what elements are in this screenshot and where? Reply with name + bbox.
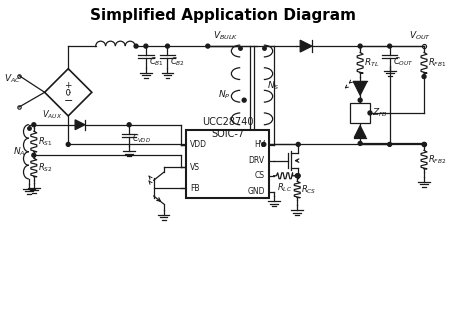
Text: $R_{S2}$: $R_{S2}$ [38,161,53,174]
Circle shape [66,142,70,146]
Text: $C_{B1}$: $C_{B1}$ [149,55,164,68]
Text: $N_S$: $N_S$ [267,79,279,92]
Text: $V_{AUX}$: $V_{AUX}$ [42,108,62,121]
Text: VS: VS [190,163,200,172]
Text: GND: GND [248,187,265,196]
Circle shape [358,44,362,48]
Text: $R_{FB2}$: $R_{FB2}$ [428,153,446,166]
Text: $R_{FB1}$: $R_{FB1}$ [428,56,446,69]
Circle shape [387,142,392,146]
Circle shape [358,141,362,145]
Text: −: − [63,96,73,106]
Text: $V_{AC}$: $V_{AC}$ [4,72,21,85]
Text: SOIC-7: SOIC-7 [211,129,244,139]
Polygon shape [353,81,367,95]
Circle shape [134,44,138,48]
Text: $V_{BULK}$: $V_{BULK}$ [213,30,238,42]
Polygon shape [300,40,312,52]
Circle shape [387,44,392,48]
Text: $N_A$: $N_A$ [14,146,26,158]
Circle shape [206,44,210,48]
Circle shape [368,111,372,115]
Text: FB: FB [190,184,200,193]
Text: $C_{B2}$: $C_{B2}$ [171,55,185,68]
Text: $R_{TL}$: $R_{TL}$ [364,56,379,69]
Text: $C_{VDD}$: $C_{VDD}$ [132,132,151,145]
Polygon shape [75,120,85,130]
Text: HV: HV [254,140,265,149]
Circle shape [144,44,148,48]
Bar [186,130,269,198]
Circle shape [166,44,170,48]
Text: $Z_{FB}$: $Z_{FB}$ [372,107,388,119]
Text: $N_P$: $N_P$ [218,89,230,102]
Circle shape [242,98,246,102]
Circle shape [296,142,300,146]
Text: Simplified Application Diagram: Simplified Application Diagram [90,8,356,23]
Text: $C_{OUT}$: $C_{OUT}$ [392,55,413,68]
Text: $R_{CS}$: $R_{CS}$ [301,183,317,196]
Circle shape [32,123,36,127]
Text: DRV: DRV [249,156,265,165]
Text: $R_{LC}$: $R_{LC}$ [277,182,292,194]
Circle shape [32,153,36,157]
Text: VDD: VDD [190,140,207,149]
Circle shape [422,74,426,78]
Circle shape [296,174,300,178]
Circle shape [358,98,362,102]
Circle shape [262,142,266,146]
Circle shape [127,123,131,127]
Text: CS: CS [255,171,265,180]
Circle shape [295,174,299,178]
Polygon shape [354,126,366,138]
Text: UCC28740: UCC28740 [202,117,253,127]
Text: +: + [64,81,72,90]
Text: $R_{S1}$: $R_{S1}$ [38,135,52,148]
Bar [350,103,370,123]
Text: $V_{OUT}$: $V_{OUT}$ [410,30,432,42]
Circle shape [422,142,426,146]
